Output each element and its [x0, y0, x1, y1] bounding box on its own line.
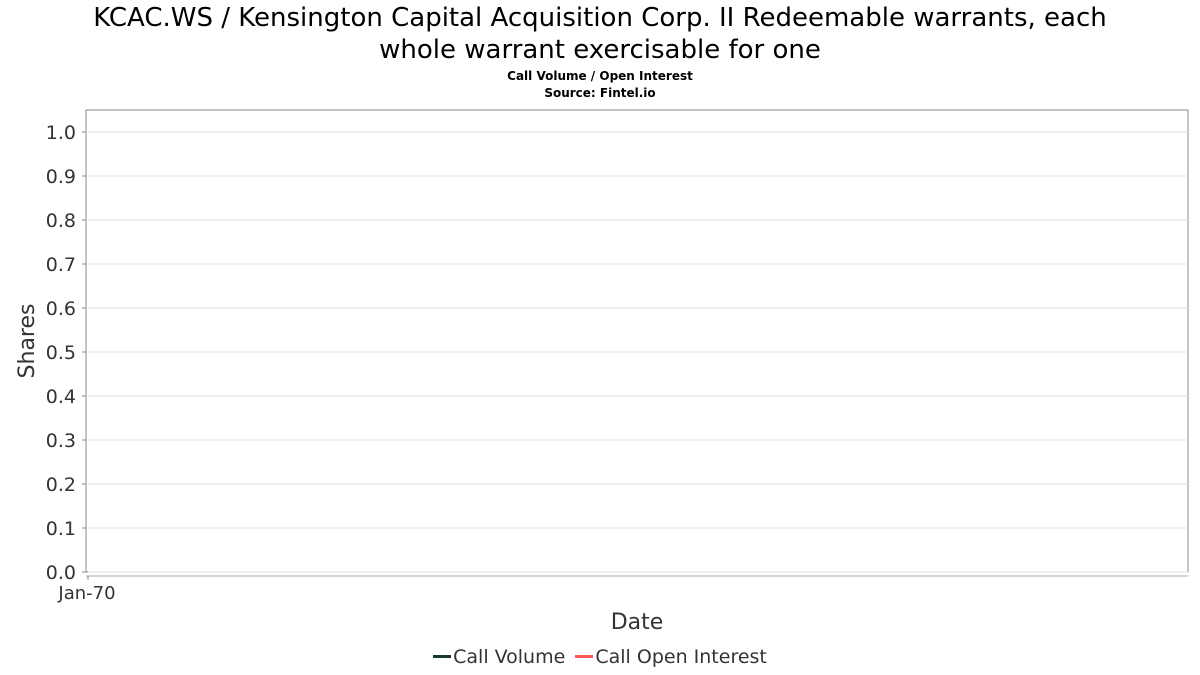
y-axis-label: Shares — [15, 304, 40, 379]
y-tick-label: 1.0 — [46, 122, 76, 144]
y-tick-label: 0.0 — [46, 562, 76, 584]
x-axis-label: Date — [611, 610, 664, 635]
legend-label-call-volume: Call Volume — [453, 646, 566, 668]
y-tick-label: 0.5 — [46, 342, 76, 364]
y-tick-label: 0.6 — [46, 298, 76, 320]
y-tick-label: 0.9 — [46, 166, 76, 188]
chart-title-line-1: KCAC.WS / Kensington Capital Acquisition… — [93, 3, 1107, 33]
legend-item-call-volume[interactable]: Call Volume — [433, 646, 565, 668]
y-tick-label: 0.8 — [46, 210, 76, 232]
y-tick-label: 0.2 — [46, 474, 76, 496]
y-tick-label: 0.4 — [46, 386, 76, 408]
legend-swatch-call-open-interest — [575, 655, 594, 658]
chart-title: KCAC.WS / Kensington Capital Acquisition… — [0, 2, 1200, 66]
y-tick-label: 0.3 — [46, 430, 76, 452]
chart-legend: Call Volume Call Open Interest — [0, 646, 1200, 668]
chart-source: Source: Fintel.io — [544, 86, 656, 100]
chart-svg: 0.0 0.1 0.2 0.3 0.4 0.5 0.6 0.7 0.8 0.9 1.0 Jan-70 D… — [15, 109, 1189, 635]
legend-label-call-open-interest: Call Open Interest — [595, 646, 767, 668]
legend-swatch-call-volume — [433, 655, 452, 658]
x-tick-label: Jan-70 — [57, 583, 115, 604]
plot-area — [85, 109, 1189, 573]
chart-title-line-2: whole warrant exercisable for one — [379, 35, 821, 65]
legend-item-call-open-interest[interactable]: Call Open Interest — [575, 646, 767, 668]
y-tick-label: 0.1 — [46, 518, 76, 540]
y-tick-label: 0.7 — [46, 254, 76, 276]
chart-subtitle: Call Volume / Open Interest — [507, 69, 693, 83]
